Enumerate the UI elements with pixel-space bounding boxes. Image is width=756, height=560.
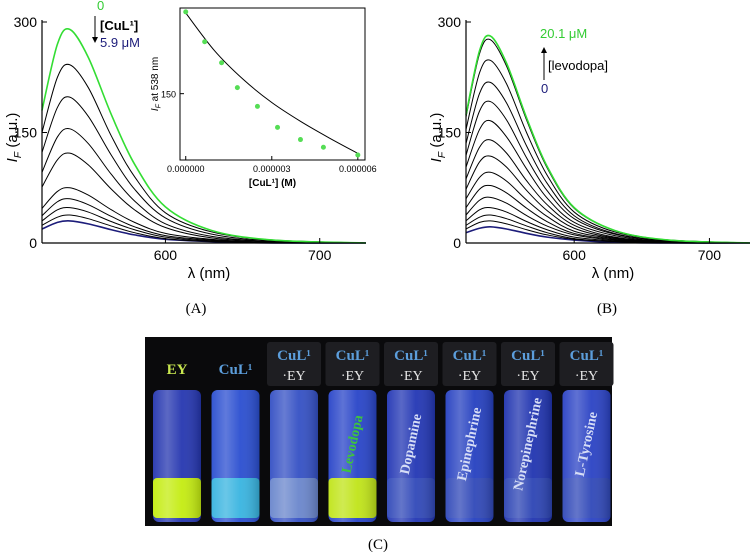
data-point — [234, 85, 240, 91]
x-tick-label: 0.000006 — [339, 164, 377, 174]
vial-glass — [270, 390, 318, 522]
data-point — [297, 137, 303, 143]
spectrum-line — [41, 187, 367, 244]
vial-glass — [445, 390, 494, 522]
vial-cap-label: CuL¹ — [453, 348, 487, 364]
data-point — [183, 9, 189, 15]
vial-cap-label-2: ·EY — [516, 369, 539, 384]
vial-cap-label-2: ·EY — [575, 369, 598, 384]
annotation: [levodopa] — [548, 58, 608, 73]
y-label-sub: F — [12, 151, 24, 158]
data-point — [275, 124, 281, 130]
y-tick-label: 300 — [14, 14, 38, 30]
x-tick-label: 700 — [698, 247, 722, 263]
vial-cap — [442, 342, 497, 386]
vial-cap-label: EY — [167, 362, 188, 378]
y-tick-label: 0 — [453, 235, 461, 251]
y-tick-label: 150 — [14, 125, 38, 141]
annotation: 0 — [541, 81, 548, 96]
y-label-rest: (a.u.) — [4, 113, 21, 152]
spectrum-line — [41, 28, 367, 244]
vial-cap-label-2: ·EY — [282, 369, 305, 384]
x-tick-label: 700 — [308, 247, 332, 263]
y-label-main: I — [150, 108, 161, 111]
panel-label: (A) — [186, 301, 207, 317]
vial-cap — [384, 342, 438, 386]
inset-frame — [179, 7, 366, 161]
y-label-rest: at 538 nm — [150, 57, 161, 104]
vial-glass — [328, 390, 377, 522]
vial-cap-label: CuL¹ — [511, 348, 545, 364]
spectrum-line — [41, 207, 367, 244]
x-axis-label: λ (nm) — [592, 265, 635, 282]
x-axis-label: [CuL¹] (M) — [249, 178, 296, 189]
data-point — [320, 144, 326, 150]
y-tick-label: 150 — [438, 125, 462, 141]
x-axis-label: λ (nm) — [188, 265, 231, 282]
data-point — [202, 39, 208, 45]
spectrum-line — [465, 119, 751, 244]
y-label-sub: F — [436, 151, 448, 158]
annotation: 20.1 μM — [540, 26, 587, 41]
y-label-sub: F — [156, 103, 163, 108]
spectrum-line — [465, 59, 751, 244]
panel-label: (C) — [368, 537, 388, 553]
vial-cap — [267, 342, 321, 386]
vial-cap-label: CuL¹ — [570, 348, 604, 364]
y-tick-label: 0 — [29, 235, 37, 251]
y-label-rest: (a.u.) — [428, 113, 445, 152]
spectrum-line — [465, 34, 751, 244]
annotation: [CuL¹] — [100, 18, 138, 33]
vial-glass — [562, 390, 611, 522]
y-tick-label: 150 — [161, 90, 176, 100]
vial-glass — [153, 390, 201, 522]
vial-cap-label-2: ·EY — [458, 369, 481, 384]
vial-cap-label: CuL¹ — [277, 348, 311, 364]
spectrum-line — [465, 171, 751, 244]
y-axis-label: IF (a.u.) — [4, 113, 24, 163]
y-axis-label: IF (a.u.) — [428, 113, 448, 163]
x-tick-label: 600 — [154, 247, 178, 263]
y-label-main: I — [428, 158, 445, 162]
spectrum-line — [41, 96, 367, 244]
x-tick-label: 0.000003 — [253, 164, 291, 174]
y-tick-label: 300 — [438, 14, 462, 30]
vial-cap — [501, 342, 555, 386]
spectrum-line — [465, 81, 751, 244]
vial-glass — [504, 390, 552, 522]
panel-label: (B) — [597, 301, 617, 317]
spectrum-line — [41, 128, 367, 244]
vial-glass — [387, 390, 435, 522]
x-tick-label: 600 — [563, 247, 587, 263]
vial-cap-label: CuL¹ — [394, 348, 428, 364]
data-point — [355, 152, 361, 158]
vial-cap-label: CuL¹ — [219, 362, 253, 378]
annotation: 5.9 μM — [100, 35, 140, 50]
data-point — [219, 60, 225, 66]
spectrum-line — [465, 100, 751, 244]
vial-cap-label-2: ·EY — [399, 369, 422, 384]
vial-cap-label-2: ·EY — [341, 369, 364, 384]
fit-line — [185, 12, 359, 154]
y-axis-label: IF at 538 nm — [150, 57, 163, 111]
data-point — [254, 103, 260, 109]
vial-glass — [211, 390, 260, 522]
vial-cap — [559, 342, 614, 386]
vial-cap — [325, 342, 380, 386]
annotation: 0 — [97, 0, 104, 13]
vial-cap-label: CuL¹ — [336, 348, 370, 364]
y-label-main: I — [4, 158, 21, 162]
x-tick-label: 0.000000 — [167, 164, 205, 174]
